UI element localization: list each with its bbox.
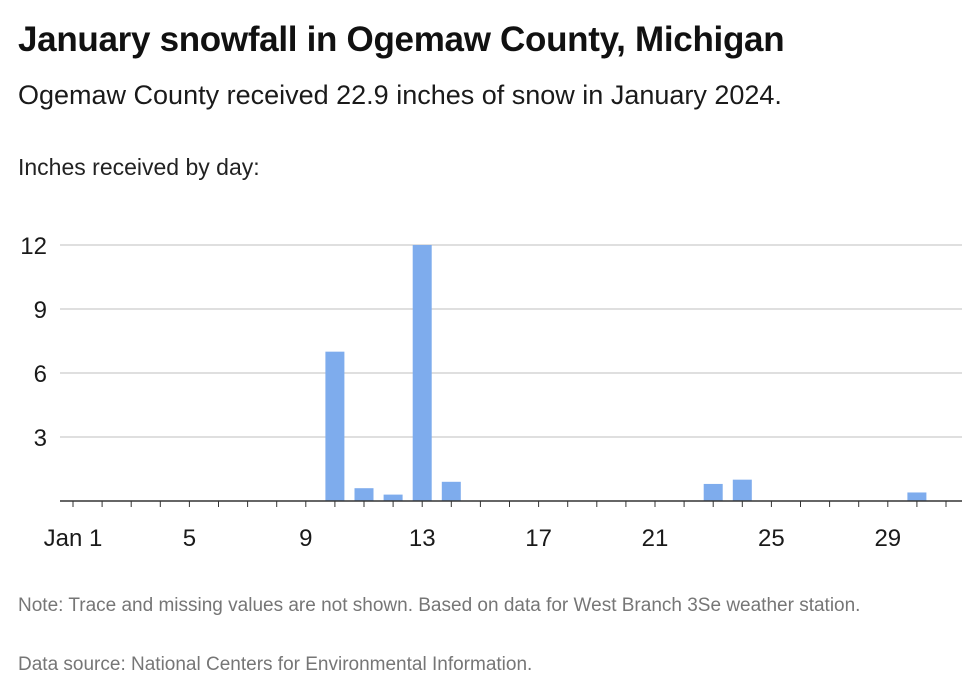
bar-day-24: [732, 479, 752, 501]
bar-day-10: [325, 351, 345, 501]
y-tick-label: 12: [20, 233, 47, 260]
x-tick-label: 29: [874, 525, 901, 552]
x-tick-label: 9: [299, 525, 312, 552]
bar-day-12: [383, 494, 403, 501]
chart-title: January snowfall in Ogemaw County, Michi…: [18, 20, 785, 59]
bar-day-13: [412, 245, 432, 501]
y-tick-label: 3: [34, 425, 47, 452]
data-source: Data source: National Centers for Enviro…: [18, 654, 533, 675]
x-tick-label: 5: [183, 525, 196, 552]
x-tick-label: Jan 1: [44, 525, 103, 552]
y-axis-label: Inches received by day:: [18, 154, 260, 180]
bar-day-11: [354, 488, 374, 501]
chart-note: Note: Trace and missing values are not s…: [18, 595, 861, 616]
x-tick-label: 21: [642, 525, 669, 552]
x-tick-label: 17: [525, 525, 552, 552]
y-tick-label: 6: [34, 361, 47, 388]
x-tick-label: 25: [758, 525, 785, 552]
chart-subtitle: Ogemaw County received 22.9 inches of sn…: [18, 80, 782, 110]
bar-day-30: [907, 492, 927, 501]
bar-day-14: [441, 481, 461, 501]
x-tick-label: 13: [409, 525, 436, 552]
y-tick-label: 9: [34, 297, 47, 324]
bar-day-23: [703, 483, 723, 501]
bar-chart: 3 6 9 12 Jan 1 5 9 13 17 21 25 29: [20, 233, 962, 552]
